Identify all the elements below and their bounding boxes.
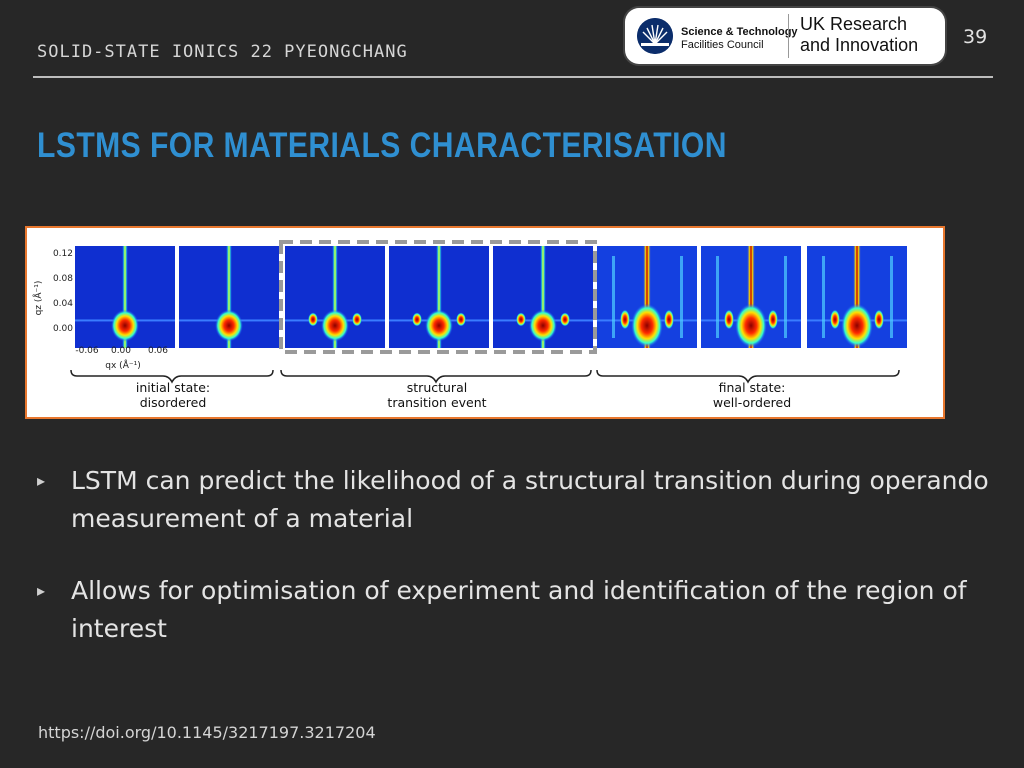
group-label-line1: final state: bbox=[719, 380, 786, 395]
y-axis-label: qz (Å⁻¹) bbox=[32, 281, 44, 316]
bullet-text: Allows for optimisation of experiment an… bbox=[71, 576, 967, 643]
y-tick-label: 0.04 bbox=[53, 299, 73, 309]
header-divider bbox=[33, 76, 993, 78]
y-tick-label: 0.00 bbox=[53, 324, 73, 334]
funder-logo: Science & Technology Facilities Council … bbox=[625, 8, 945, 64]
scattering-panel bbox=[597, 246, 697, 348]
x-tick-label: -0.06 bbox=[75, 346, 99, 356]
group-label-line1: structural bbox=[407, 380, 467, 395]
scattering-panel bbox=[285, 246, 385, 348]
stfc-emblem-icon bbox=[637, 18, 673, 54]
slide-title: LSTMS FOR MATERIALS CHARACTERISATION bbox=[37, 126, 727, 165]
group-label-line2: disordered bbox=[140, 395, 207, 410]
group-label-line1: initial state: bbox=[136, 380, 210, 395]
ukri-name-line2: and Innovation bbox=[800, 35, 919, 55]
bullet-marker-icon: ▸ bbox=[37, 471, 46, 490]
scattering-panel bbox=[389, 246, 489, 348]
group-brace bbox=[70, 369, 274, 384]
bullet-marker-icon: ▸ bbox=[37, 581, 46, 600]
x-tick-label: 0.06 bbox=[148, 346, 168, 356]
scattering-panel bbox=[701, 246, 801, 348]
bullet-item: ▸ Allows for optimisation of experiment … bbox=[37, 572, 997, 648]
scattering-panel bbox=[807, 246, 907, 348]
scattering-panel bbox=[493, 246, 593, 348]
y-tick-label: 0.12 bbox=[53, 249, 73, 259]
stfc-name-line1: Science & Technology bbox=[681, 26, 798, 38]
group-brace bbox=[596, 369, 900, 384]
y-tick-label: 0.08 bbox=[53, 274, 73, 284]
page-number: 39 bbox=[963, 26, 988, 48]
bullet-list: ▸ LSTM can predict the likelihood of a s… bbox=[37, 462, 997, 682]
bullet-item: ▸ LSTM can predict the likelihood of a s… bbox=[37, 462, 997, 538]
scattering-figure-svg: 0.12 0.08 0.04 0.00 -0.06 0.00 0.06 qz (… bbox=[32, 240, 907, 410]
stfc-name-line2: Facilities Council bbox=[681, 39, 764, 51]
group-label-line2: well-ordered bbox=[713, 395, 791, 410]
bullet-text: LSTM can predict the likelihood of a str… bbox=[71, 466, 989, 533]
scattering-panel bbox=[179, 246, 279, 348]
group-label-line2: transition event bbox=[387, 395, 486, 410]
transition-highlight-box bbox=[279, 240, 597, 354]
scattering-panel bbox=[75, 246, 175, 348]
group-brace bbox=[280, 369, 592, 384]
ukri-name-line1: UK Research bbox=[800, 14, 908, 34]
x-axis-label: qx (Å⁻¹) bbox=[105, 359, 140, 371]
doi-link[interactable]: https://doi.org/10.1145/3217197.3217204 bbox=[38, 723, 376, 742]
scattering-figure: 0.12 0.08 0.04 0.00 -0.06 0.00 0.06 qz (… bbox=[25, 226, 945, 419]
logo-divider bbox=[788, 14, 789, 58]
x-tick-label: 0.00 bbox=[111, 346, 131, 356]
conference-name: SOLID-STATE IONICS 22 PYEONGCHANG bbox=[37, 42, 408, 62]
